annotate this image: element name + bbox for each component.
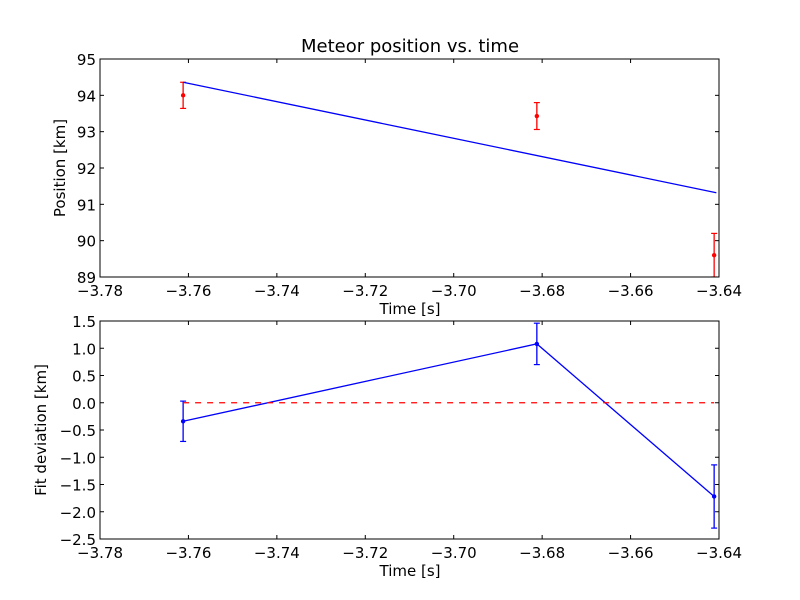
position-subplot: Meteor position vs. time −3.78 −3.76 −3.74… [51, 36, 742, 318]
deviation-x-axis-label: Time [s] [379, 562, 441, 580]
position-plot-area [180, 81, 718, 277]
deviation-y-tick-label: 0.5 [72, 368, 96, 386]
position-marker [534, 113, 540, 119]
position-data-point [180, 81, 187, 110]
position-x-axis-label: Time [s] [379, 300, 441, 318]
deviation-plot-area [180, 322, 718, 529]
position-y-axis-label: Position [km] [51, 119, 69, 217]
position-y-tick-label: 95 [77, 51, 96, 69]
deviation-data-point [533, 322, 540, 366]
position-data-point [533, 101, 540, 131]
deviation-marker [711, 494, 717, 499]
position-marker [711, 253, 717, 258]
deviation-data-point [711, 464, 718, 529]
deviation-x-tick-label: −3.68 [519, 544, 565, 562]
deviation-y-tick-label: −2.0 [60, 504, 96, 522]
deviation-marks [180, 322, 718, 529]
deviation-y-tick-label: 0.0 [72, 395, 96, 413]
position-y-tick-label: 92 [77, 160, 96, 178]
deviation-y-tick-label: −2.5 [60, 531, 96, 549]
deviation-y-tick-label: −0.5 [60, 422, 96, 440]
chart-title: Meteor position vs. time [301, 36, 519, 57]
position-ticks: −3.78 −3.76 −3.74 −3.72 −3.70 −3.68 −3.66 −3.64… [77, 51, 742, 300]
deviation-x-tick-label: −3.64 [696, 544, 742, 562]
deviation-ticks: −3.78 −3.76 −3.74 −3.72 −3.70 −3.68 −3.66 −3.64… [60, 313, 742, 562]
deviation-y-tick-label: 1.5 [72, 313, 96, 331]
position-x-tick-label: −3.78 [77, 282, 123, 300]
position-x-tick-label: −3.68 [519, 282, 565, 300]
position-marker [180, 93, 186, 98]
deviation-y-tick-label: −1.5 [60, 477, 96, 495]
position-x-tick-label: −3.76 [165, 282, 211, 300]
position-y-tick-label: 94 [77, 87, 96, 105]
position-axes-frame [99, 58, 720, 278]
position-x-tick-label: −3.70 [431, 282, 477, 300]
deviation-y-tick-label: −1.0 [60, 449, 96, 467]
position-x-tick-label: −3.72 [342, 282, 388, 300]
deviation-marker [180, 419, 186, 424]
deviation-x-tick-label: −3.70 [431, 544, 477, 562]
position-marks [180, 81, 718, 277]
position-y-tick-label: 93 [77, 124, 96, 142]
position-x-tick-label: −3.64 [696, 282, 742, 300]
deviation-x-tick-label: −3.76 [165, 544, 211, 562]
position-x-tick-label: −3.66 [608, 282, 654, 300]
deviation-axes-frame [99, 320, 720, 540]
position-y-tick-label: 91 [77, 196, 96, 214]
deviation-x-tick-label: −3.74 [254, 544, 300, 562]
position-linear-fit-line [182, 81, 717, 194]
position-data-point [711, 232, 718, 277]
position-y-tick-label: 90 [77, 233, 96, 251]
deviation-x-tick-label: −3.72 [342, 544, 388, 562]
deviation-x-tick-label: −3.66 [608, 544, 654, 562]
position-x-tick-label: −3.74 [254, 282, 300, 300]
deviation-data-point [180, 400, 187, 443]
deviation-residuals-line [182, 343, 715, 497]
deviation-y-tick-label: 1.0 [72, 340, 96, 358]
deviation-subplot: −3.78 −3.76 −3.74 −3.72 −3.70 −3.68 −3.66 −3.64… [32, 313, 742, 580]
deviation-x-tick-label: −3.78 [77, 544, 123, 562]
deviation-y-axis-label: Fit deviation [km] [32, 364, 50, 496]
position-y-tick-label: 89 [77, 269, 96, 287]
deviation-marker [534, 341, 540, 347]
